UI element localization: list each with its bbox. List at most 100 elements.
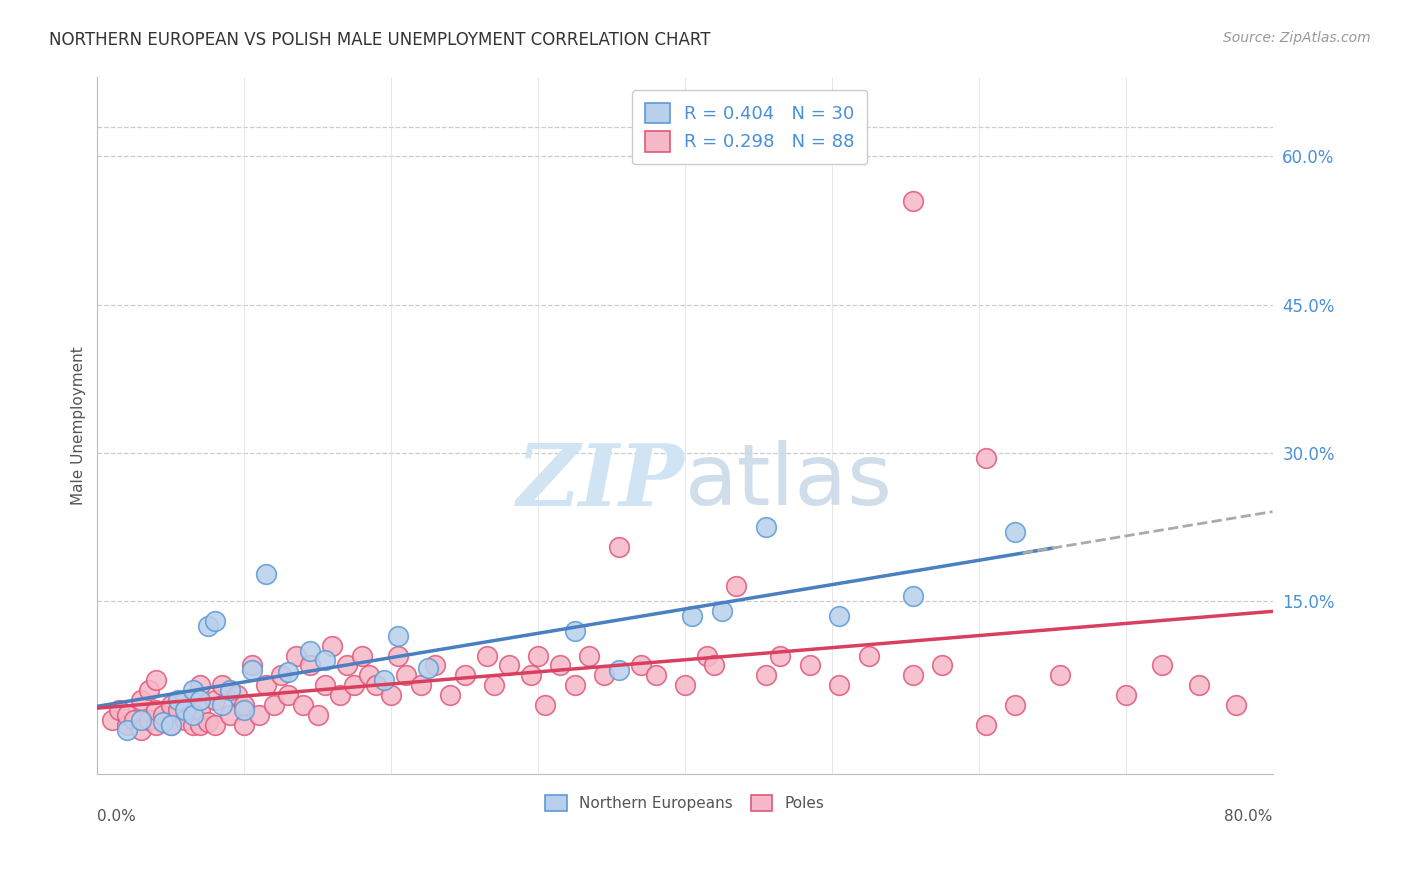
Point bbox=[395, 668, 418, 682]
Point bbox=[233, 703, 256, 717]
Point bbox=[366, 678, 388, 692]
Point bbox=[475, 648, 498, 663]
Point bbox=[564, 624, 586, 638]
Point bbox=[482, 678, 505, 692]
Point bbox=[630, 658, 652, 673]
Point bbox=[292, 698, 315, 712]
Legend: Northern Europeans, Poles: Northern Europeans, Poles bbox=[537, 788, 832, 819]
Point bbox=[314, 653, 336, 667]
Point bbox=[197, 619, 219, 633]
Point bbox=[174, 703, 197, 717]
Point bbox=[254, 678, 277, 692]
Point bbox=[901, 589, 924, 603]
Point bbox=[145, 673, 167, 688]
Point bbox=[181, 707, 204, 722]
Point bbox=[115, 707, 138, 722]
Point bbox=[578, 648, 600, 663]
Point bbox=[681, 609, 703, 624]
Point bbox=[696, 648, 718, 663]
Point bbox=[211, 698, 233, 712]
Point bbox=[974, 450, 997, 465]
Point bbox=[931, 658, 953, 673]
Point bbox=[755, 520, 778, 534]
Point bbox=[1004, 698, 1026, 712]
Point bbox=[359, 668, 381, 682]
Point bbox=[564, 678, 586, 692]
Point bbox=[416, 661, 439, 675]
Point bbox=[277, 688, 299, 702]
Point bbox=[181, 683, 204, 698]
Point bbox=[240, 664, 263, 678]
Text: ZIP: ZIP bbox=[517, 440, 685, 524]
Point bbox=[159, 717, 181, 731]
Point bbox=[159, 698, 181, 712]
Point bbox=[159, 717, 181, 731]
Point bbox=[769, 648, 792, 663]
Point bbox=[439, 688, 461, 702]
Point bbox=[425, 658, 447, 673]
Point bbox=[218, 707, 240, 722]
Point bbox=[1152, 658, 1174, 673]
Point bbox=[858, 648, 880, 663]
Point bbox=[218, 683, 240, 698]
Point bbox=[138, 683, 160, 698]
Point bbox=[204, 693, 226, 707]
Point bbox=[174, 693, 197, 707]
Point bbox=[343, 678, 366, 692]
Point bbox=[181, 717, 204, 731]
Text: Source: ZipAtlas.com: Source: ZipAtlas.com bbox=[1223, 31, 1371, 45]
Point bbox=[710, 604, 733, 618]
Point bbox=[233, 717, 256, 731]
Point bbox=[607, 540, 630, 554]
Point bbox=[188, 717, 211, 731]
Point bbox=[828, 678, 851, 692]
Point bbox=[188, 678, 211, 692]
Point bbox=[145, 703, 167, 717]
Point bbox=[233, 698, 256, 712]
Point bbox=[336, 658, 359, 673]
Point bbox=[138, 713, 160, 727]
Text: 0.0%: 0.0% bbox=[97, 809, 136, 824]
Point bbox=[197, 714, 219, 729]
Point bbox=[131, 723, 153, 737]
Point bbox=[174, 713, 197, 727]
Point bbox=[145, 717, 167, 731]
Point bbox=[225, 688, 247, 702]
Point bbox=[673, 678, 696, 692]
Point bbox=[329, 688, 352, 702]
Point bbox=[593, 668, 616, 682]
Point bbox=[1049, 668, 1071, 682]
Point bbox=[387, 648, 409, 663]
Point bbox=[122, 713, 145, 727]
Point bbox=[799, 658, 821, 673]
Point bbox=[527, 648, 550, 663]
Point bbox=[167, 703, 190, 717]
Point bbox=[755, 668, 778, 682]
Y-axis label: Male Unemployment: Male Unemployment bbox=[72, 346, 86, 505]
Point bbox=[299, 658, 322, 673]
Point bbox=[350, 648, 373, 663]
Text: NORTHERN EUROPEAN VS POLISH MALE UNEMPLOYMENT CORRELATION CHART: NORTHERN EUROPEAN VS POLISH MALE UNEMPLO… bbox=[49, 31, 710, 49]
Point bbox=[188, 693, 211, 707]
Point bbox=[247, 707, 270, 722]
Point bbox=[115, 723, 138, 737]
Point bbox=[204, 717, 226, 731]
Point bbox=[277, 665, 299, 680]
Text: 80.0%: 80.0% bbox=[1225, 809, 1272, 824]
Point bbox=[254, 566, 277, 581]
Point bbox=[152, 714, 174, 729]
Point bbox=[263, 698, 285, 712]
Point bbox=[314, 678, 336, 692]
Point bbox=[131, 713, 153, 727]
Point bbox=[321, 639, 343, 653]
Point bbox=[204, 614, 226, 628]
Point bbox=[828, 609, 851, 624]
Point bbox=[974, 717, 997, 731]
Point bbox=[373, 673, 395, 688]
Point bbox=[703, 658, 725, 673]
Point bbox=[725, 579, 748, 593]
Point bbox=[380, 688, 402, 702]
Point bbox=[270, 668, 292, 682]
Point bbox=[131, 693, 153, 707]
Point bbox=[607, 664, 630, 678]
